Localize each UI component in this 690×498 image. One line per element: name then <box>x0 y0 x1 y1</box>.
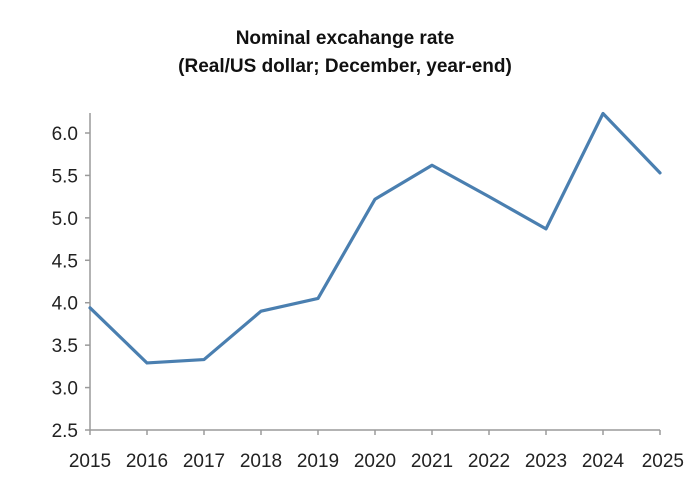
y-tick-label: 4.0 <box>52 294 78 315</box>
x-axis-ticks: 2015 2016 2017 2018 2019 2020 2021 2022 2023 2024… <box>69 430 684 472</box>
y-axis-ticks: 2.5 3.0 3.5 4.0 4.5 5.0 5.5 6.0 <box>52 124 90 442</box>
x-tick-label: 2017 <box>183 451 225 472</box>
y-tick-label: 3.5 <box>52 336 78 357</box>
chart-title: Nominal excahange rate <box>235 28 455 49</box>
y-tick-label: 5.5 <box>52 166 78 187</box>
x-tick-label: 2022 <box>468 451 510 472</box>
x-tick-label: 2018 <box>240 451 282 472</box>
y-tick-label: 5.0 <box>52 209 78 230</box>
series-layer <box>88 111 662 365</box>
y-tick-label: 2.5 <box>52 421 78 442</box>
x-tick-label: 2024 <box>582 451 625 472</box>
y-tick-label: 4.5 <box>52 251 78 272</box>
x-tick-label: 2023 <box>525 451 567 472</box>
x-tick-label: 2016 <box>126 451 168 472</box>
x-tick-label: 2020 <box>354 451 396 472</box>
x-tick-label: 2015 <box>69 451 111 472</box>
x-tick-label: 2021 <box>411 451 453 472</box>
y-tick-label: 3.0 <box>52 379 78 400</box>
series-line <box>88 111 662 365</box>
chart-subtitle: (Real/US dollar; December, year-end) <box>178 56 512 77</box>
x-tick-label: 2019 <box>297 451 339 472</box>
y-tick-label: 6.0 <box>52 124 78 145</box>
x-tick-label: 2025 <box>642 451 684 472</box>
